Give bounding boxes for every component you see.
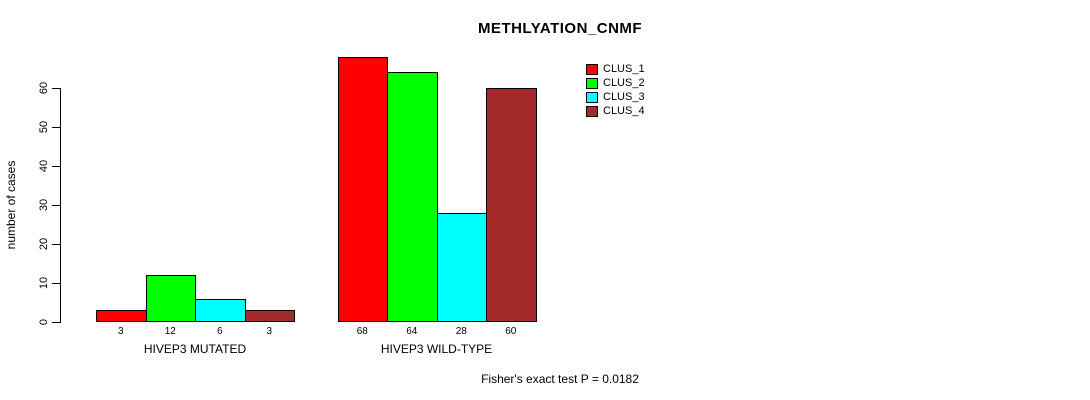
legend-label-clus_1: CLUS_1 [603,63,645,75]
y-axis-tick [52,127,60,128]
y-axis-tick [52,88,60,89]
y-axis-line [60,88,61,323]
y-tick-label: 0 [38,318,50,326]
legend-swatch-clus_3 [586,92,598,103]
bar-value-label: 68 [356,326,368,337]
y-axis-tick [52,166,60,167]
y-axis-tick [52,322,60,323]
y-tick-label: 40 [38,159,50,173]
legend-swatch-clus_2 [586,78,598,89]
bar-value-label: 3 [266,326,273,337]
bar-value-label: 6 [216,326,223,337]
bar-clus_3-group2 [436,212,487,322]
bar-clus_3-group1 [195,298,246,322]
bar-value-label: 28 [455,326,467,337]
y-tick-label: 30 [38,198,50,212]
bar-clus_4-group2 [486,88,537,322]
y-axis-tick [52,205,60,206]
x-category-label: HIVEP3 WILD-TYPE [380,342,493,356]
legend-swatch-clus_1 [586,64,598,75]
y-tick-label: 50 [38,120,50,134]
bar-value-label: 64 [406,326,418,337]
legend-label-clus_4: CLUS_4 [603,105,645,117]
legend-label-clus_3: CLUS_3 [603,91,645,103]
bar-clus_4-group1 [244,310,295,322]
x-category-label: HIVEP3 MUTATED [143,342,247,356]
y-tick-label: 10 [38,276,50,290]
bar-clus_1-group1 [96,310,147,322]
bar-clus_1-group2 [337,56,388,322]
y-axis-label: number of cases [4,160,18,250]
bar-value-label: 12 [164,326,176,337]
bar-clus_2-group2 [387,72,438,322]
bar-value-label: 3 [117,326,124,337]
fisher-test-annotation: Fisher's exact test P = 0.0182 [481,372,639,386]
legend-swatch-clus_4 [586,106,598,117]
chart-title: METHLYATION_CNMF [477,20,643,37]
y-axis-tick [52,283,60,284]
bar-clus_2-group1 [145,275,196,322]
bar-value-label: 60 [505,326,517,337]
y-tick-label: 20 [38,237,50,251]
y-axis-tick [52,244,60,245]
y-tick-label: 60 [38,81,50,95]
legend-label-clus_2: CLUS_2 [603,77,645,89]
